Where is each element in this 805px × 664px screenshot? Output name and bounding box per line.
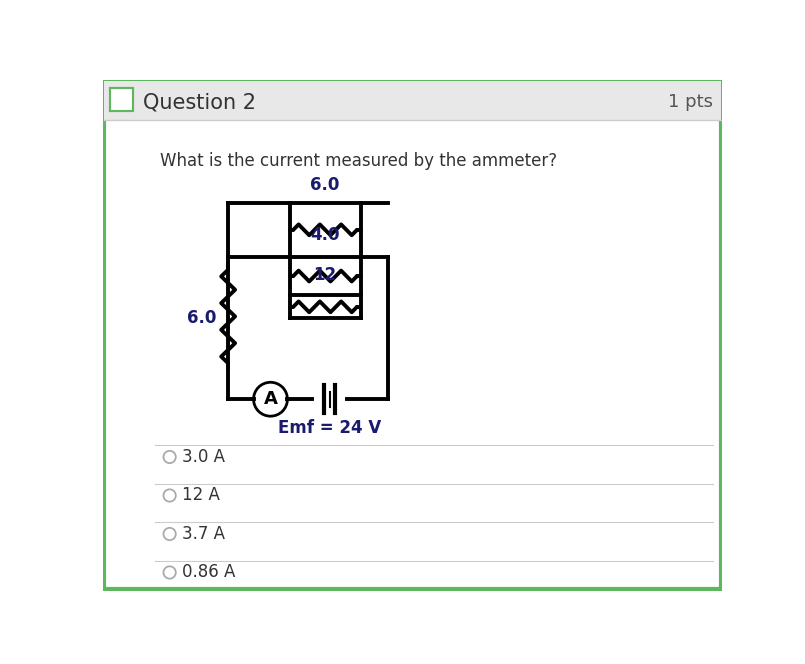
Text: 12 A: 12 A	[182, 487, 220, 505]
Circle shape	[254, 382, 287, 416]
Text: 12: 12	[314, 266, 336, 284]
Bar	[104, 81, 721, 120]
Bar	[110, 88, 134, 112]
FancyBboxPatch shape	[104, 81, 721, 590]
Polygon shape	[110, 88, 134, 112]
Text: 3.0 A: 3.0 A	[182, 448, 225, 466]
Text: 4.0: 4.0	[311, 226, 340, 244]
Text: Emf = 24 V: Emf = 24 V	[279, 420, 382, 438]
Text: Question 2: Question 2	[142, 92, 256, 112]
Text: 6.0: 6.0	[187, 309, 216, 327]
Text: 6.0: 6.0	[311, 176, 340, 194]
Text: What is the current measured by the ammeter?: What is the current measured by the amme…	[160, 151, 558, 169]
Text: A: A	[263, 390, 278, 408]
Text: 1 pts: 1 pts	[668, 93, 713, 111]
Text: 0.86 A: 0.86 A	[182, 564, 235, 582]
Text: 3.7 A: 3.7 A	[182, 525, 225, 543]
